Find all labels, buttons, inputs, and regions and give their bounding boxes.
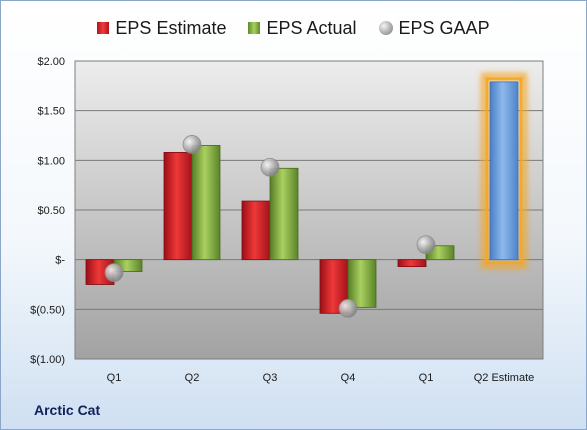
bar-layer xyxy=(85,81,519,314)
legend-label-eps-gaap: EPS GAAP xyxy=(398,17,490,38)
eps-estimate-bar xyxy=(163,151,193,261)
eps-gaap-point xyxy=(104,263,124,282)
y-axis-tick-labels: $2.00 $1.50 $1.00 $0.50 $- $(0.50) $(1.00) xyxy=(30,56,65,366)
y-tick-label: $1.00 xyxy=(37,155,65,167)
legend-swatch-eps-gaap xyxy=(378,21,393,35)
highlight-glow-layer xyxy=(481,72,527,269)
chart-legend: EPS Estimate EPS Actual EPS GAAP xyxy=(0,14,587,42)
q2-estimate-bar xyxy=(489,81,519,261)
y-tick-label: $- xyxy=(55,255,65,267)
legend-item-eps-actual: EPS Actual xyxy=(248,17,357,39)
legend-label-eps-actual: EPS Actual xyxy=(266,17,357,38)
q2-estimate-highlight xyxy=(481,72,527,269)
eps-gaap-point xyxy=(338,298,358,318)
eps-estimate-bar xyxy=(397,259,427,268)
eps-actual-bar xyxy=(347,259,377,308)
x-tick-label: Q2 Estimate xyxy=(474,372,535,384)
company-name: Arctic Cat xyxy=(34,402,101,418)
gaap-point-layer xyxy=(104,135,436,318)
grid-lines xyxy=(75,60,543,360)
x-tick-label: Q3 xyxy=(263,372,278,384)
eps-estimate-bar xyxy=(241,200,271,261)
x-tick-label: Q1 xyxy=(419,372,434,384)
x-tick-label: Q2 xyxy=(185,372,200,384)
y-tick-label: $2.00 xyxy=(37,56,65,68)
legend-swatch-eps-actual xyxy=(248,22,261,34)
y-tick-label: $(1.00) xyxy=(30,354,65,366)
eps-actual-bar xyxy=(269,167,299,261)
legend-item-eps-estimate: EPS Estimate xyxy=(97,18,226,39)
y-tick-label: $0.50 xyxy=(37,205,65,217)
eps-gaap-point xyxy=(416,235,436,255)
legend-swatch-eps-estimate xyxy=(97,22,110,34)
x-axis-tick-labels: Q1 Q2 Q3 Q4 Q1 Q2 Estimate xyxy=(107,372,535,384)
y-tick-label: $(0.50) xyxy=(30,304,65,316)
x-tick-label: Q4 xyxy=(341,372,356,384)
y-tick-label: $1.50 xyxy=(37,106,65,118)
eps-gaap-point xyxy=(182,135,202,154)
eps-gaap-point xyxy=(260,157,280,177)
legend-item-eps-gaap: EPS GAAP xyxy=(378,17,490,39)
q2-estimate-highlight-outline xyxy=(485,77,523,265)
eps-actual-bar xyxy=(191,145,221,261)
legend-label-eps-estimate: EPS Estimate xyxy=(115,17,227,38)
x-tick-label: Q1 xyxy=(107,372,122,384)
